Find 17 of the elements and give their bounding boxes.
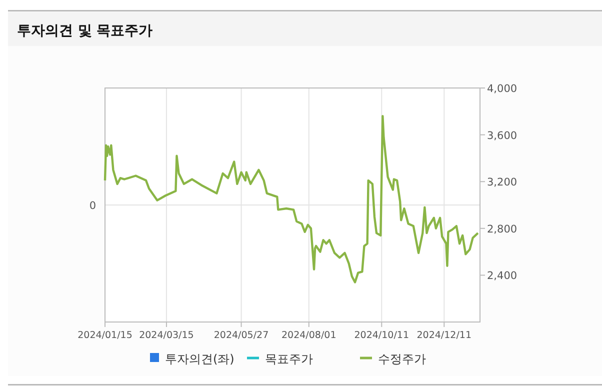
- y2-tick-label: 2,400: [487, 270, 518, 282]
- legend-label: 수정주가: [378, 352, 426, 366]
- y2-tick-label: 3,600: [487, 130, 518, 142]
- x-tick-label: 2024/10/11: [354, 330, 410, 341]
- line-series: [104, 114, 480, 284]
- y2-tick-label: 4,000: [487, 83, 518, 95]
- text: 0: [89, 200, 96, 212]
- legend-label: 목표주가: [265, 352, 313, 366]
- x-tick-label: 2024/12/11: [416, 330, 472, 341]
- x-tick-label: 2024/08/01: [282, 330, 336, 341]
- chart-title: 투자의견 및 목표주가: [17, 23, 153, 39]
- y2-tick-label: 2,800: [487, 223, 518, 236]
- x-tick-label: 2024/05/27: [214, 330, 269, 341]
- x-tick-label: 2024/03/15: [139, 330, 194, 341]
- x-tick-label: 2024/01/15: [78, 330, 132, 341]
- legend-label: 투자의견(좌): [165, 352, 234, 366]
- y2-tick-label: 3,200: [487, 176, 518, 189]
